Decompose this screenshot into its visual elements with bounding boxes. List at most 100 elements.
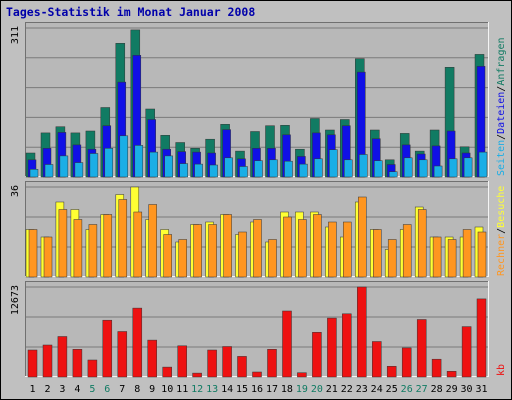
day-label: 23 xyxy=(356,384,368,395)
bar-rechner-day-3 xyxy=(58,209,68,278)
bar-kb-day-11 xyxy=(177,345,187,378)
bar-kb-day-2 xyxy=(42,344,53,378)
bar-seiten-day-28 xyxy=(433,165,443,178)
bar-rechner-day-12 xyxy=(193,224,202,278)
bar-seiten-day-15 xyxy=(239,166,248,178)
bar-kb-day-6 xyxy=(102,319,113,378)
legend-visits-separator: / xyxy=(496,228,507,234)
bar-rechner-day-26 xyxy=(402,224,412,278)
day-label: 12 xyxy=(191,384,203,395)
day-label: 7 xyxy=(119,384,125,395)
legend-requests-item-dateien: Dateien xyxy=(496,92,507,134)
bar-seiten-day-22 xyxy=(344,159,353,178)
legend-requests-item-seiten: Seiten xyxy=(496,140,507,176)
bar-seiten-day-11 xyxy=(179,163,188,178)
bar-rechner-day-15 xyxy=(238,231,247,278)
bar-seiten-day-9 xyxy=(149,151,158,178)
bar-kb-day-23 xyxy=(357,286,367,378)
bar-seiten-day-10 xyxy=(164,155,173,178)
bar-seiten-day-4 xyxy=(74,162,84,178)
bar-rechner-day-27 xyxy=(417,209,427,278)
day-label: 16 xyxy=(251,384,263,395)
bar-seiten-day-25 xyxy=(388,171,398,178)
bar-seiten-day-8 xyxy=(134,145,144,178)
bar-kb-day-31 xyxy=(476,298,487,378)
bar-kb-day-12 xyxy=(192,372,202,378)
bar-kb-day-3 xyxy=(57,336,68,378)
bar-kb-day-21 xyxy=(327,317,337,378)
bar-seiten-day-2 xyxy=(44,164,54,178)
day-label: 31 xyxy=(475,384,487,395)
bar-kb-day-5 xyxy=(87,359,98,378)
day-label: 27 xyxy=(416,384,428,395)
bar-rechner-day-10 xyxy=(163,234,172,278)
bar-rechner-day-25 xyxy=(387,239,397,278)
bar-rechner-day-4 xyxy=(73,219,83,278)
bar-rechner-day-9 xyxy=(148,204,157,278)
chart-title: Tages-Statistik im Monat Januar 2008 xyxy=(6,5,255,19)
bar-kb-day-30 xyxy=(461,326,472,378)
legend-traffic: kb xyxy=(496,364,507,376)
day-label: 26 xyxy=(401,384,413,395)
visits-ymax-label: 36 xyxy=(10,185,21,197)
bar-kb-day-4 xyxy=(72,349,83,378)
day-label: 8 xyxy=(134,384,140,395)
bar-seiten-day-27 xyxy=(418,159,428,178)
bar-rechner-day-29 xyxy=(447,239,457,278)
bar-kb-day-22 xyxy=(342,313,352,378)
bar-kb-day-1 xyxy=(27,349,38,378)
bar-rechner-day-11 xyxy=(178,239,187,278)
day-label: 30 xyxy=(460,384,472,395)
day-label: 24 xyxy=(371,384,383,395)
bar-seiten-day-1 xyxy=(29,169,39,178)
bar-kb-day-20 xyxy=(312,332,322,378)
bar-kb-day-19 xyxy=(297,372,307,378)
bar-kb-day-28 xyxy=(431,358,442,378)
bar-seiten-day-21 xyxy=(329,149,338,178)
bar-kb-day-10 xyxy=(162,366,172,378)
requests-ymax-label: 311 xyxy=(10,26,21,44)
bar-seiten-day-20 xyxy=(314,158,323,178)
bar-rechner-day-18 xyxy=(283,216,292,278)
bar-kb-day-26 xyxy=(401,347,412,378)
bar-kb-day-16 xyxy=(252,371,262,378)
bar-rechner-day-6 xyxy=(103,214,113,278)
traffic-panel xyxy=(25,281,489,377)
day-label: 22 xyxy=(341,384,353,395)
bar-seiten-day-18 xyxy=(284,160,293,178)
day-label: 21 xyxy=(326,384,338,395)
day-label: 1 xyxy=(29,384,35,395)
day-label: 20 xyxy=(311,384,323,395)
legend-visits: Rechner/Besuche xyxy=(496,186,507,276)
legend-requests: Seiten/Dateien/Anfragen xyxy=(496,37,507,176)
bar-seiten-day-23 xyxy=(359,154,368,178)
bar-kb-day-24 xyxy=(372,341,382,378)
bar-kb-day-7 xyxy=(117,331,128,378)
bar-kb-day-13 xyxy=(207,349,217,378)
traffic-ymax-label: 12673 xyxy=(10,285,21,315)
day-label: 2 xyxy=(44,384,50,395)
bar-seiten-day-17 xyxy=(269,159,278,178)
day-label: 3 xyxy=(59,384,65,395)
bar-rechner-day-21 xyxy=(328,221,337,278)
bar-rechner-day-23 xyxy=(358,196,367,278)
bar-rechner-day-30 xyxy=(462,229,472,278)
bar-seiten-day-30 xyxy=(463,157,473,178)
bar-seiten-day-14 xyxy=(224,157,233,178)
bar-rechner-day-19 xyxy=(298,219,307,278)
bar-rechner-day-7 xyxy=(118,199,128,278)
bar-kb-day-8 xyxy=(132,307,143,378)
day-label: 10 xyxy=(161,384,173,395)
day-label: 5 xyxy=(89,384,95,395)
bar-seiten-day-26 xyxy=(403,157,413,178)
bars xyxy=(25,29,488,378)
bar-seiten-day-13 xyxy=(209,164,218,178)
bar-kb-day-25 xyxy=(386,366,397,378)
bar-seiten-day-29 xyxy=(448,158,458,178)
legend-visits-item-besuche: Besuche xyxy=(496,186,507,228)
bar-seiten-day-31 xyxy=(478,151,488,178)
legend-requests-separator: / xyxy=(496,134,507,140)
bar-rechner-day-2 xyxy=(43,236,53,278)
